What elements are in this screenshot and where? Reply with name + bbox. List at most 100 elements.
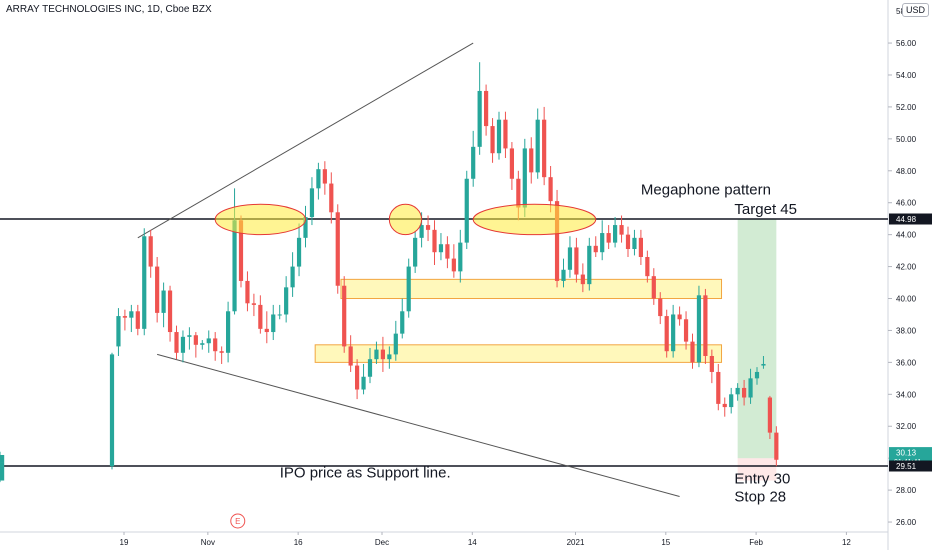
candle-body[interactable]: [148, 236, 153, 267]
currency-badge[interactable]: USD: [902, 3, 930, 17]
candle-body[interactable]: [232, 220, 237, 312]
candle-body[interactable]: [200, 343, 205, 345]
candle-body[interactable]: [471, 146, 476, 179]
candle-body[interactable]: [767, 397, 772, 433]
candle-body[interactable]: [296, 237, 302, 267]
earnings-nov[interactable]: [230, 513, 246, 529]
candle-body[interactable]: [245, 280, 250, 304]
candle-body[interactable]: [729, 394, 734, 408]
candle-body[interactable]: [316, 169, 321, 189]
candle-body[interactable]: [322, 169, 327, 184]
candle-body[interactable]: [696, 295, 702, 363]
candle-body[interactable]: [0, 462, 5, 481]
upper-trend-line[interactable]: [137, 42, 474, 239]
candle-body[interactable]: [348, 346, 353, 366]
candle-body[interactable]: [587, 245, 592, 285]
candle-body[interactable]: [129, 311, 134, 318]
candle-body[interactable]: [303, 217, 308, 238]
candle-body[interactable]: [664, 316, 669, 352]
ellipse-left[interactable]: [214, 203, 307, 236]
candle-body[interactable]: [722, 403, 727, 408]
candle-body[interactable]: [735, 387, 740, 395]
candle-body[interactable]: [683, 319, 689, 342]
candle-body[interactable]: [503, 119, 508, 149]
candle-body[interactable]: [226, 311, 231, 353]
candle-body[interactable]: [161, 290, 166, 313]
candle-body[interactable]: [432, 229, 437, 253]
candle-body[interactable]: [742, 387, 747, 398]
candle-body[interactable]: [542, 119, 547, 178]
candle-body[interactable]: [484, 90, 489, 127]
candle-body[interactable]: [561, 269, 566, 281]
candle-body[interactable]: [277, 314, 282, 316]
candle-body[interactable]: [496, 119, 502, 154]
candle-body[interactable]: [677, 314, 682, 320]
candle-body[interactable]: [374, 349, 379, 360]
candle-body[interactable]: [516, 178, 521, 208]
candle-body[interactable]: [335, 212, 340, 286]
candle-body[interactable]: [219, 351, 224, 353]
candle-body[interactable]: [464, 178, 469, 243]
candle-body[interactable]: [400, 311, 405, 334]
candle-body[interactable]: [703, 295, 708, 356]
candle-body[interactable]: [535, 119, 540, 173]
candle-body[interactable]: [754, 371, 760, 379]
candle-body[interactable]: [142, 236, 147, 329]
candle-body[interactable]: [529, 148, 534, 173]
candle-body[interactable]: [109, 354, 115, 467]
zone-lower[interactable]: [314, 344, 723, 363]
candle-body[interactable]: [0, 454, 5, 463]
candle-body[interactable]: [574, 247, 579, 275]
candle-body[interactable]: [406, 266, 411, 312]
zone-upper[interactable]: [340, 278, 723, 300]
candle-body[interactable]: [761, 363, 766, 366]
candle-body[interactable]: [600, 233, 605, 253]
candle-body[interactable]: [774, 432, 779, 460]
candle-body[interactable]: [342, 285, 347, 347]
candle-body[interactable]: [238, 220, 244, 281]
candle-body[interactable]: [445, 244, 450, 259]
ipo-label[interactable]: IPO price as Support line.: [280, 464, 451, 481]
candle-body[interactable]: [651, 276, 656, 299]
candle-body[interactable]: [355, 365, 360, 390]
candle-body[interactable]: [451, 258, 456, 272]
candle-body[interactable]: [490, 126, 495, 154]
candle-body[interactable]: [438, 244, 444, 253]
candle-body[interactable]: [213, 338, 218, 352]
candle-body[interactable]: [509, 148, 514, 179]
candle-body[interactable]: [258, 304, 263, 329]
candle-body[interactable]: [309, 188, 315, 218]
candle-body[interactable]: [606, 233, 611, 243]
candle-body[interactable]: [593, 245, 598, 253]
candle-body[interactable]: [632, 237, 637, 250]
candle-body[interactable]: [690, 341, 695, 363]
candle-body[interactable]: [193, 335, 198, 345]
candle-body[interactable]: [709, 355, 714, 372]
stop-label[interactable]: Stop 28: [734, 488, 786, 505]
candle-body[interactable]: [645, 257, 650, 277]
candle-body[interactable]: [477, 90, 482, 147]
candle-body[interactable]: [271, 314, 276, 333]
candle-body[interactable]: [419, 225, 424, 238]
ellipse-right[interactable]: [472, 203, 597, 236]
candle-body[interactable]: [413, 237, 418, 267]
candle-body[interactable]: [155, 266, 160, 313]
candle-body[interactable]: [380, 349, 385, 360]
candle-body[interactable]: [625, 234, 631, 250]
candle-body[interactable]: [716, 371, 721, 404]
candle-body[interactable]: [116, 316, 121, 347]
candle-body[interactable]: [522, 148, 527, 208]
target-label[interactable]: Target 45: [734, 201, 797, 218]
candle-body[interactable]: [187, 335, 192, 337]
candle-body[interactable]: [425, 225, 431, 230]
candle-body[interactable]: [580, 274, 585, 285]
candle-body[interactable]: [122, 316, 127, 318]
candle-body[interactable]: [458, 242, 463, 272]
candle-body[interactable]: [548, 177, 553, 202]
candle-body[interactable]: [251, 303, 256, 305]
candle-body[interactable]: [387, 354, 392, 360]
candle-body[interactable]: [367, 359, 373, 377]
megaphone-label[interactable]: Megaphone pattern: [641, 182, 771, 199]
candle-body[interactable]: [264, 328, 269, 333]
candle-body[interactable]: [206, 338, 211, 344]
